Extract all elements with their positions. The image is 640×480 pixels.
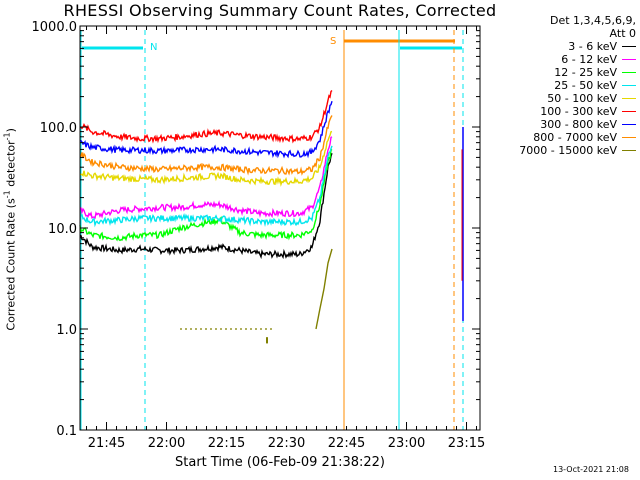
legend-swatch [622,46,636,47]
x-tick-label: 22:15 [208,436,245,451]
legend-label: 25 - 50 keV [554,79,617,92]
series-line-25-50-kev [79,145,333,228]
y-tick-label: 0.1 [56,424,77,439]
y-tick-label: 100.0 [40,121,77,136]
x-tick-label: 22:30 [268,436,305,451]
series-line-7000-15000-kev [315,248,333,330]
legend-item: 3 - 6 keV [486,40,636,53]
legend-item: 7000 - 15000 keV [486,144,636,157]
legend-label: 300 - 800 keV [540,118,617,131]
generation-timestamp: 13-Oct-2021 21:08 [553,465,629,474]
series-line-6-12-kev [79,136,333,220]
legend-swatch [622,137,636,138]
legend-label: 800 - 7000 keV [533,131,617,144]
plot-frame [79,25,481,431]
y-tick-label: 10.0 [48,222,77,237]
legend-swatch [622,111,636,112]
x-tick-label: 22:45 [328,436,365,451]
series-line-12-25-kev [79,148,333,242]
legend-item: 800 - 7000 keV [486,131,636,144]
legend-swatch [622,98,636,99]
series-line-50-100-kev [79,130,333,187]
x-tick-label: 23:00 [388,436,425,451]
x-tick-label: 21:45 [88,436,125,451]
legend-item: 100 - 300 keV [486,105,636,118]
legend-item: 300 - 800 keV [486,118,636,131]
legend-label: 6 - 12 keV [561,53,617,66]
legend-label: 3 - 6 keV [568,40,617,53]
legend-swatch [622,150,636,151]
series-line-300-800-kev [79,101,333,159]
legend-header-line-2: Att 0 [609,27,636,40]
legend-swatch [622,124,636,125]
legend-label: 50 - 100 keV [547,92,617,105]
legend: Det 1,3,4,5,6,9, Att 0 3 - 6 keV 6 - 12 k… [486,14,636,157]
legend-label: 12 - 25 keV [554,66,617,79]
legend-label: 100 - 300 keV [540,105,617,118]
chart-title: RHESSI Observing Summary Count Rates, Co… [63,1,497,20]
annotation-night-label: N [150,42,157,53]
legend-swatch [622,59,636,60]
legend-item: 50 - 100 keV [486,92,636,105]
x-tick-label: 22:00 [148,436,185,451]
x-tick-label: 23:15 [448,436,485,451]
legend-label: 7000 - 15000 keV [519,144,617,157]
legend-header-line-1: Det 1,3,4,5,6,9, [549,14,636,27]
legend-item: 6 - 12 keV [486,53,636,66]
y-tick-label: 1000.0 [32,20,78,35]
series-line-100-300-kev [79,90,333,144]
legend-item: 25 - 50 keV [486,79,636,92]
y-axis-title: Corrected Count Rate (s-1 detector-1) [2,128,18,331]
annotation-saa-label: S [330,36,336,47]
y-tick-label: 1.0 [56,323,77,338]
legend-item: 12 - 25 keV [486,66,636,79]
legend-swatch [622,72,636,73]
x-axis-title: Start Time (06-Feb-09 21:38:22) [175,455,385,470]
series-line-3-6-kev [79,152,333,260]
series-line-800-7000-kev [79,115,333,176]
legend-swatch [622,85,636,86]
